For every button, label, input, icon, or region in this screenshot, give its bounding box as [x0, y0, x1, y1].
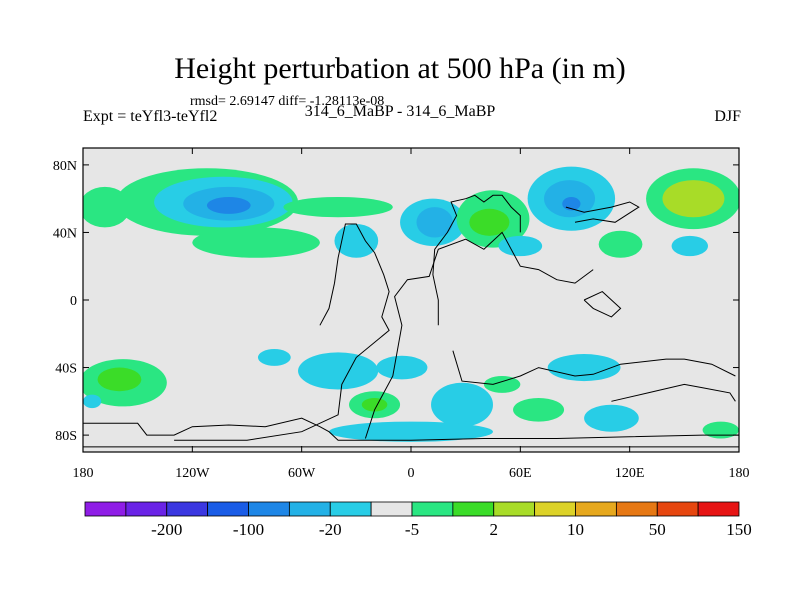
colorbar-label: -200: [151, 520, 182, 539]
contour-blob: [329, 421, 493, 442]
x-tick-label: 180: [729, 466, 750, 481]
coastline-segment: [432, 194, 521, 326]
contour-blob: [598, 230, 643, 258]
contour-blob: [671, 235, 709, 257]
contour-blob: [702, 421, 739, 439]
colorbar-box: [452, 501, 495, 517]
x-tick-label: 0: [408, 466, 415, 481]
colorbar-box: [534, 501, 576, 517]
colorbar-box: [656, 501, 699, 517]
x-tick-label: 180: [73, 466, 94, 481]
contour-blob: [97, 367, 142, 392]
experiment-label: Expt = teYfl3-teYfl2: [83, 108, 218, 125]
chart-title: Height perturbation at 500 hPa (in m): [174, 52, 626, 85]
colorbar-box: [329, 501, 372, 517]
coastline-segment: [83, 417, 739, 448]
y-tick-label: 80N: [53, 159, 77, 174]
contour-blob: [416, 207, 453, 238]
contour-blob: [584, 404, 639, 432]
contour-blob: [431, 382, 493, 427]
y-tick-label: 40N: [53, 226, 77, 241]
coastline-segment: [583, 291, 622, 318]
colorbar-box: [575, 501, 617, 517]
colorbar-box: [493, 501, 536, 517]
contour-blob: [206, 196, 251, 214]
colorbar-box: [411, 501, 454, 517]
y-tick-label: 40S: [55, 362, 77, 377]
colorbar-box: [84, 501, 127, 517]
rmsd-label: rmsd= 2.69147 diff= -1.28113e-08: [190, 94, 385, 109]
coastline-layer: [83, 194, 739, 448]
contour-blob: [361, 397, 388, 412]
contour-blob: [483, 376, 521, 393]
coastline-segment: [611, 383, 736, 402]
colorbar-label: -100: [233, 520, 264, 539]
y-tick-label: 0: [70, 294, 77, 309]
contour-blob: [376, 355, 428, 380]
season-label: DJF: [714, 108, 741, 125]
colorbar-box: [166, 501, 209, 517]
colorbar-label: 150: [726, 520, 752, 539]
colorbar-box: [615, 501, 658, 517]
colorbar-label: 10: [567, 520, 584, 539]
center-label: 314_6_MaBP - 314_6_MaBP: [304, 103, 496, 120]
coastline-segment: [364, 231, 594, 439]
contour-blob: [83, 394, 102, 409]
colorbar: -200 -100 -20 -5 2 10 50 150: [84, 501, 752, 539]
coastline-segment: [174, 223, 390, 441]
x-tick-label: 120W: [175, 466, 210, 481]
contour-blob: [298, 352, 379, 390]
contour-blob: [662, 180, 725, 218]
colorbar-box: [370, 501, 413, 517]
contour-fill-layer: [83, 166, 739, 442]
colorbar-box: [125, 501, 168, 517]
x-tick-label: 60W: [288, 466, 316, 481]
contour-blob: [498, 235, 543, 257]
colorbar-label: -20: [319, 520, 342, 539]
colorbar-box: [248, 501, 290, 517]
y-tick-label: 80S: [55, 429, 77, 444]
contour-blob: [469, 208, 510, 236]
colorbar-box: [207, 501, 249, 517]
colorbar-box: [288, 501, 331, 517]
colorbar-label: 2: [490, 520, 499, 539]
x-tick-label: 60E: [509, 466, 532, 481]
contour-blob: [257, 348, 291, 366]
contour-blob: [192, 227, 320, 258]
colorbar-box: [697, 501, 740, 517]
contour-blob: [283, 196, 393, 218]
colorbar-label: -5: [405, 520, 419, 539]
colorbar-label: 50: [649, 520, 666, 539]
axis-ticks: 80N 40N 0 40S 80S 180 120W 60W 0 60E 120E 180: [53, 148, 750, 481]
contour-blob: [547, 354, 621, 382]
contour-blob: [513, 397, 565, 422]
contour-blob: [334, 224, 379, 258]
coastline-segment: [452, 350, 736, 385]
x-tick-label: 120E: [615, 466, 645, 481]
coastline-segment: [565, 201, 640, 223]
